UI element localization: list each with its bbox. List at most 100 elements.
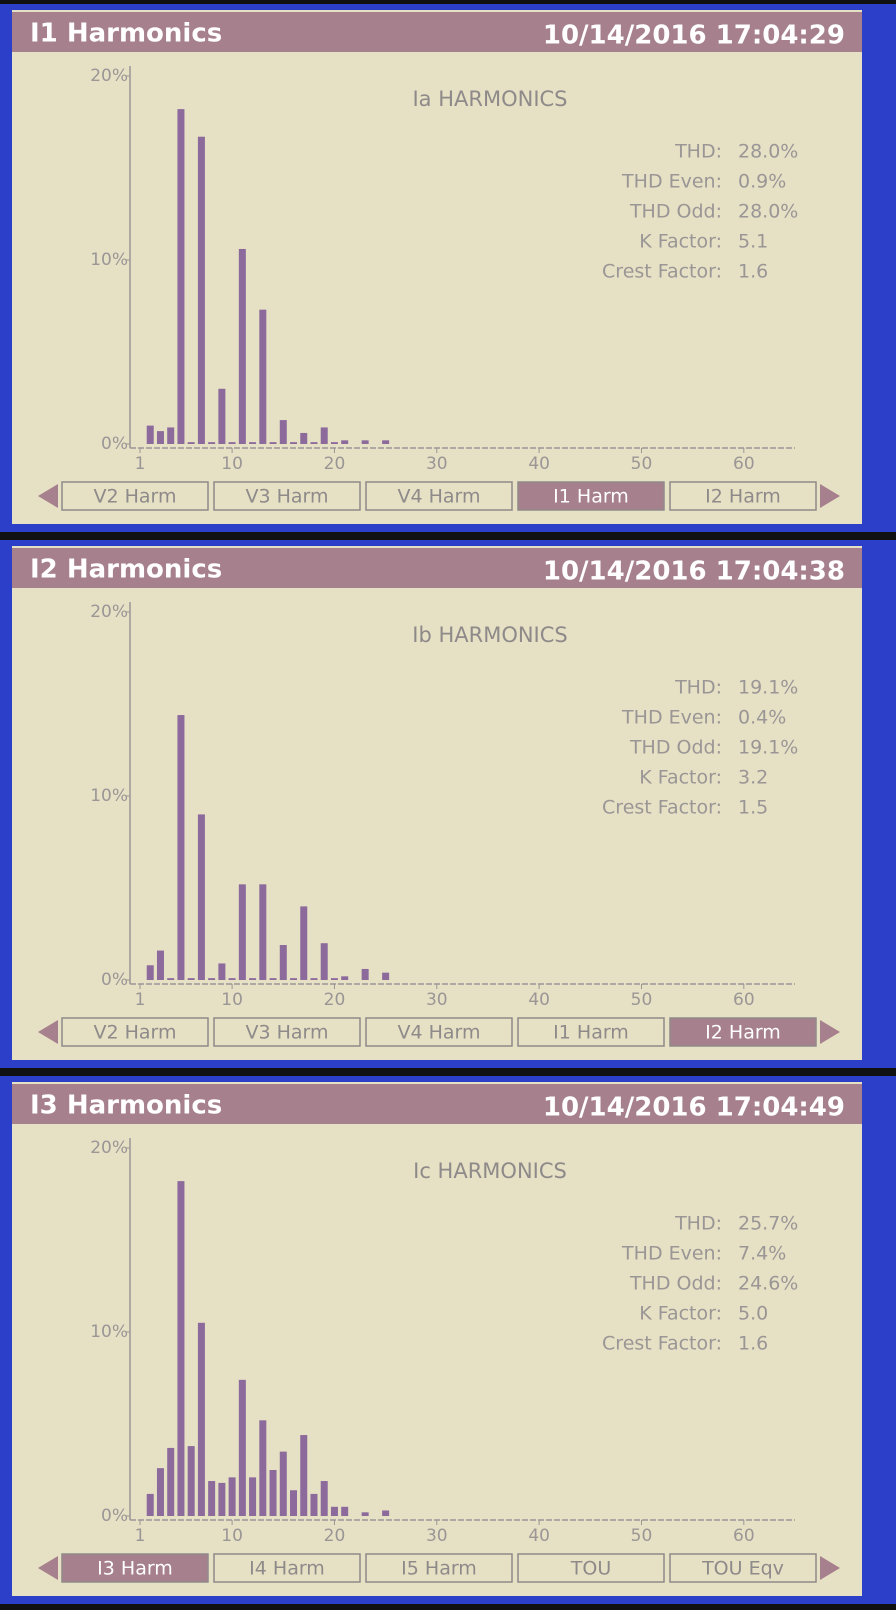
bar [218,389,225,444]
bar [208,1481,215,1516]
bar [270,1470,277,1516]
x-tick-label: 30 [426,454,448,474]
bar [147,965,154,980]
x-tick-label: 1 [135,1526,146,1546]
x-tick-label: 20 [324,454,346,474]
y-tick-label: 20% [90,66,128,86]
bar [341,976,348,980]
bar [270,442,277,444]
stat-value: 28.0% [738,141,798,163]
bar [157,1468,164,1516]
bar [147,426,154,444]
stat-value: 7.4% [738,1243,786,1265]
stat-label: K Factor: [639,767,722,789]
x-tick-label: 50 [631,1526,653,1546]
x-tick-label: 60 [733,454,755,474]
tab-label[interactable]: V2 Harm [93,1022,176,1044]
bar [310,442,317,444]
tab-label[interactable]: I2 Harm [705,1022,781,1044]
stat-value: 24.6% [738,1273,798,1295]
stat-value: 25.7% [738,1213,798,1235]
stat-value: 28.0% [738,201,798,223]
x-tick-label: 30 [426,1526,448,1546]
stat-label: K Factor: [639,1303,722,1325]
bar [239,884,246,980]
bar [147,1494,154,1516]
bar [249,442,256,444]
stat-label: THD: [674,141,722,163]
tab-label[interactable]: V3 Harm [245,486,328,508]
stat-value: 5.0 [738,1303,768,1325]
tab-label[interactable]: TOU [570,1558,611,1580]
screens: I1 Harmonics10/14/2016 17:04:29Ia HARMON… [0,0,896,1610]
stat-label: Crest Factor: [602,1333,722,1355]
bar [177,715,184,980]
tab-label[interactable]: V4 Harm [397,486,480,508]
stat-value: 0.4% [738,707,786,729]
x-tick-label: 10 [221,1526,243,1546]
chart-title: Ic HARMONICS [413,1159,567,1183]
bar [229,978,236,980]
tab-label[interactable]: V4 Harm [397,1022,480,1044]
stat-label: THD Odd: [629,737,722,759]
bar [259,884,266,980]
tab-label[interactable]: V2 Harm [93,486,176,508]
tab-label[interactable]: I3 Harm [97,1558,173,1580]
bar [249,1477,256,1516]
bar [259,1420,266,1516]
bar [167,1448,174,1516]
tab-label[interactable]: I2 Harm [705,486,781,508]
tab-label[interactable]: I1 Harm [553,486,629,508]
tab-label[interactable]: TOU Eqv [701,1558,784,1580]
x-tick-label: 50 [631,990,653,1010]
bar [300,906,307,980]
bar [300,1435,307,1516]
x-tick-label: 30 [426,990,448,1010]
bar [198,1323,205,1516]
stat-label: Crest Factor: [602,261,722,283]
bar [177,109,184,444]
bar [341,1507,348,1516]
stat-label: THD Even: [621,707,722,729]
bar [280,420,287,444]
x-tick-label: 60 [733,1526,755,1546]
stat-label: THD Odd: [629,201,722,223]
x-tick-label: 1 [135,990,146,1010]
y-tick-label: 10% [90,250,128,270]
x-tick-label: 10 [221,454,243,474]
tab-label[interactable]: V3 Harm [245,1022,328,1044]
header-title: I2 Harmonics [30,555,222,585]
bar [382,1510,389,1516]
tab-label[interactable]: I4 Harm [249,1558,325,1580]
bar [331,1507,338,1516]
bar [249,978,256,980]
x-tick-label: 50 [631,454,653,474]
bar [208,442,215,444]
bar [198,814,205,980]
bar [239,1380,246,1516]
y-tick-label: 20% [90,602,128,622]
stat-value: 1.6 [738,1333,768,1355]
stat-label: THD Odd: [629,1273,722,1295]
bar [362,969,369,980]
stat-value: 1.5 [738,797,768,819]
x-tick-label: 40 [528,990,550,1010]
bar [290,442,297,444]
tab-label[interactable]: I5 Harm [401,1558,477,1580]
y-tick-label: 0% [101,434,128,454]
y-tick-label: 0% [101,970,128,990]
bar [229,1477,236,1516]
stat-label: K Factor: [639,231,722,253]
x-tick-label: 60 [733,990,755,1010]
bar [270,978,277,980]
bar [259,310,266,444]
y-tick-label: 0% [101,1506,128,1526]
bar [167,978,174,980]
bar [188,442,195,444]
x-tick-label: 20 [324,1526,346,1546]
y-tick-label: 20% [90,1138,128,1158]
tab-label[interactable]: I1 Harm [553,1022,629,1044]
